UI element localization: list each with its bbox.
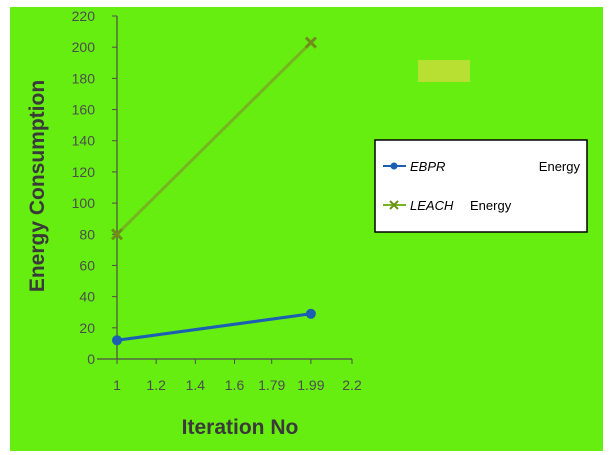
legend-box <box>374 139 588 233</box>
y-tick-label: 140 <box>72 133 96 149</box>
y-tick-label: 60 <box>79 257 95 273</box>
y-tick-label: 40 <box>79 289 95 305</box>
legend-suffix-leach: Energy <box>470 198 512 213</box>
x-tick-label: 2.2 <box>342 377 362 393</box>
x-tick-label: 1.99 <box>297 377 324 393</box>
y-axis-title: Energy Consumption <box>26 80 49 292</box>
tick-labels: 0 20 40 60 80 100 120 140 160 180 200 220 1 1.2 1.4 1.6… <box>72 8 362 393</box>
y-tick-label: 0 <box>87 351 95 367</box>
data-point-leach <box>304 36 317 49</box>
x-tick-label: 1.6 <box>225 377 245 393</box>
y-tick-label: 120 <box>72 164 96 180</box>
y-tick-label: 180 <box>72 70 96 86</box>
data-point-ebpr <box>305 308 316 319</box>
data-point-leach <box>110 228 124 241</box>
y-tick-label: 200 <box>72 39 96 55</box>
series-layer <box>110 36 317 346</box>
series-line-ebpr <box>116 312 312 342</box>
y-tick-label: 20 <box>79 320 95 336</box>
x-tick-label: 1.79 <box>258 377 285 393</box>
x-tick-label: 1.2 <box>146 377 166 393</box>
legend-label-ebpr: EBPR <box>410 159 445 174</box>
legend-marker-leach <box>389 200 399 210</box>
y-tick-label: 160 <box>72 102 96 118</box>
marker-stroke <box>110 228 124 241</box>
data-point-ebpr <box>112 335 122 346</box>
y-tick-label: 220 <box>72 8 96 24</box>
legend-marker-ebpr <box>390 162 398 170</box>
y-tick-label: 100 <box>72 195 96 211</box>
x-tick-label: 1 <box>113 377 121 393</box>
decorative-box <box>418 60 470 82</box>
x-axis-title: Iteration No <box>182 416 299 439</box>
legend-label-leach: LEACH <box>410 198 454 213</box>
y-tick-label: 80 <box>79 226 95 242</box>
series-line-leach <box>115 41 312 236</box>
marker-stroke <box>304 36 317 49</box>
marker-stroke <box>389 200 399 210</box>
legend: EBPR Energy LEACH Energy <box>374 139 588 233</box>
axes <box>97 15 353 364</box>
x-tick-label: 1.4 <box>186 377 206 393</box>
legend-suffix-ebpr: Energy <box>539 159 581 174</box>
